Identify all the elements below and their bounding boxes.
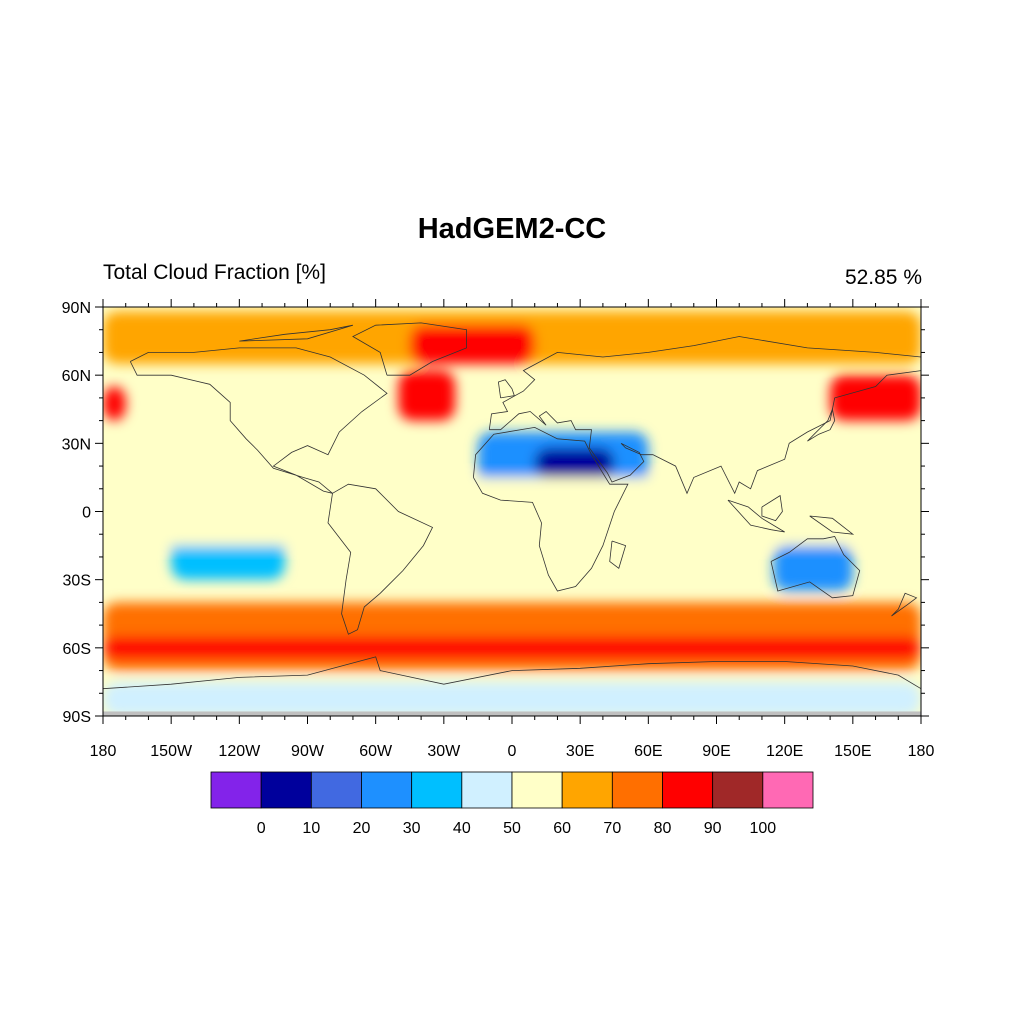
coastline-6 (103, 656, 921, 690)
colorbar-label: 40 (453, 820, 471, 837)
lon-tick-label: 90W (291, 743, 325, 760)
missing-strip (103, 711, 921, 716)
lon-tick-label: 60W (359, 743, 393, 760)
colorbar-box (611, 771, 663, 809)
coastline-3 (473, 426, 629, 592)
coastline-10 (727, 499, 785, 533)
region-southern-ocean-red (103, 636, 921, 660)
colorbar-box (210, 771, 262, 809)
colorbar-box (411, 771, 463, 809)
cloud-fraction-field (103, 307, 921, 716)
lon-tick-label: 150E (834, 743, 871, 760)
lat-tick-label: 60S (63, 641, 91, 658)
lat-tick-label: 30N (62, 436, 91, 453)
lat-tick-label: 30S (63, 573, 91, 590)
region-antarctica-lightblue (103, 681, 921, 716)
coastline-0 (129, 347, 388, 494)
region-tropical-yellow (103, 477, 921, 546)
coastline-7 (497, 379, 515, 399)
coastline-13 (891, 592, 918, 617)
colorbar-label: 70 (603, 820, 621, 837)
lat-tick-label: 90N (62, 300, 91, 317)
lon-tick-label: 90E (702, 743, 730, 760)
colorbar-label: 0 (257, 820, 266, 837)
colorbar-label: 100 (749, 820, 776, 837)
lon-tick-label: 0 (508, 743, 517, 760)
lon-tick-label: 30E (566, 743, 594, 760)
lon-tick-label: 60E (634, 743, 662, 760)
axis-ticks: 90N 60N 30N 0 30S 60S 90S 180 150W 120W 90W 60W 30W 0… (62, 299, 935, 760)
colorbar-box (461, 771, 513, 809)
lat-tick-label: 60N (62, 368, 91, 385)
coastline-9 (609, 540, 627, 569)
lon-tick-label: 180 (90, 743, 117, 760)
coastline-1 (327, 483, 434, 635)
colorbar-box (662, 771, 714, 809)
colorbar-box (361, 771, 413, 809)
region-greenland-sea-red (409, 325, 535, 364)
colorbar-label: 60 (553, 820, 571, 837)
colorbar-label: 80 (654, 820, 672, 837)
colorbar-label: 30 (403, 820, 421, 837)
colorbar-box (310, 771, 362, 809)
coastline-4 (488, 336, 921, 495)
lon-tick-label: 120W (218, 743, 261, 760)
coastline-2 (352, 322, 468, 376)
colorbar-label: 90 (704, 820, 722, 837)
coastline-8 (807, 407, 836, 442)
colorbar-box (561, 771, 613, 809)
colorbar-box (260, 771, 312, 809)
coastline-14 (239, 324, 354, 342)
coastlines (103, 322, 921, 690)
colorbar-label: 50 (503, 820, 521, 837)
region-north-atlantic-red (398, 370, 456, 421)
lon-tick-label: 150W (150, 743, 193, 760)
lon-tick-label: 120E (766, 743, 803, 760)
variable-label: Total Cloud Fraction [%] (103, 261, 326, 284)
colorbar: 0 10 20 30 40 50 60 70 80 90 100 (210, 771, 814, 837)
region-australia-blue (773, 545, 853, 592)
colorbar-box (712, 771, 764, 809)
lon-tick-label: 30W (427, 743, 461, 760)
colorbar-label: 20 (353, 820, 371, 837)
colorbar-box (762, 771, 814, 809)
colorbar-label: 10 (302, 820, 320, 837)
coastline-11 (761, 494, 783, 522)
coastline-5 (770, 536, 861, 599)
lon-tick-label: 180 (908, 743, 935, 760)
lat-tick-label: 0 (82, 505, 91, 522)
colorbar-box (511, 771, 563, 809)
region-north-pacific-red-w (103, 386, 126, 421)
region-north-pacific-red (830, 375, 921, 421)
coastline-12 (809, 515, 855, 535)
lat-tick-label: 90S (63, 709, 91, 726)
global-mean-label: 52.85 % (844, 266, 922, 289)
plot-title: HadGEM2-CC (417, 213, 607, 245)
